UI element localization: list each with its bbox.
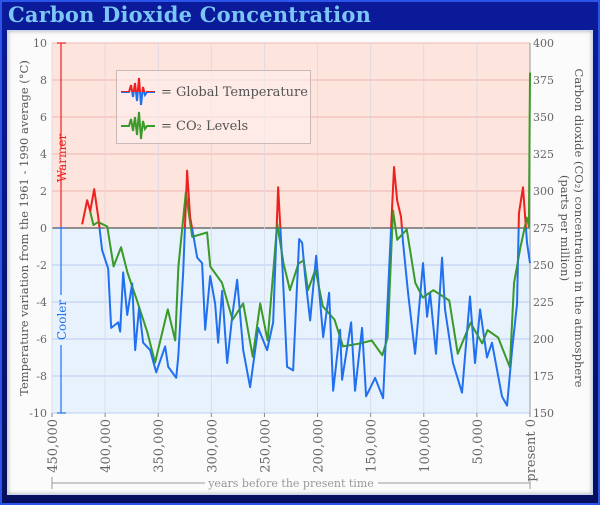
- y-tick-label: -8: [36, 370, 47, 383]
- cooler-label: Cooler: [55, 300, 69, 341]
- legend-item-co2: = CO₂ Levels: [121, 111, 248, 141]
- chart-title: Carbon Dioxide Concentration: [8, 2, 372, 27]
- y2-tick-label: 300: [533, 185, 554, 198]
- x-tick-label: 400,000: [99, 419, 114, 473]
- y2-axis-title-line1: Carbon dioxide (CO₂) concentration in th…: [572, 69, 586, 388]
- y2-tick-label: 250: [533, 259, 554, 272]
- y2-tick-label: 200: [533, 333, 554, 346]
- x-tick-label: 350,000: [152, 419, 167, 473]
- y2-tick-label: 400: [533, 37, 554, 50]
- y-tick-label: -6: [36, 333, 47, 346]
- x-tick-label: 250,000: [258, 419, 273, 473]
- y2-tick-label: 375: [533, 74, 554, 87]
- y2-tick-label: 350: [533, 111, 554, 124]
- cool-region: [52, 228, 530, 413]
- y2-tick-label: 275: [533, 222, 554, 235]
- x-tick-label: 150,000: [365, 419, 380, 473]
- temperature-wave-icon: [121, 77, 155, 106]
- legend-item-temperature: = Global Temperature: [121, 77, 308, 107]
- co2-series-line-overlay: [89, 72, 531, 368]
- temperature-series-line-cool: [98, 228, 531, 407]
- y-tick-label: 10: [33, 37, 47, 50]
- legend-label-co2: = CO₂ Levels: [161, 118, 249, 134]
- y2-tick-label: 150: [533, 407, 554, 420]
- y-tick-label: 8: [40, 74, 47, 87]
- y-tick-label: 2: [40, 185, 47, 198]
- y-tick-label: 6: [40, 111, 47, 124]
- x-tick-label: 100,000: [418, 419, 433, 473]
- y-tick-label: 0: [40, 222, 47, 235]
- x-tick-label: 50,000: [471, 419, 486, 465]
- co2-wave-icon: [121, 111, 155, 140]
- y-tick-label: -10: [29, 407, 47, 420]
- legend: = Global Temperature = CO₂ Levels: [116, 70, 311, 144]
- y2-tick-label: 225: [533, 296, 554, 309]
- x-tick-label: 450,000: [46, 419, 61, 473]
- legend-label-temperature: = Global Temperature: [161, 84, 308, 100]
- x-tick-label: 200,000: [312, 419, 327, 473]
- y-tick-label: -2: [36, 259, 47, 272]
- x-tick-label: present 0: [524, 419, 539, 482]
- y2-tick-label: 175: [533, 370, 554, 383]
- y-axis-title: Temperature variation from the 1961 - 19…: [17, 60, 31, 396]
- x-axis-title: years before the present time: [207, 477, 374, 490]
- y2-tick-label: 325: [533, 148, 554, 161]
- y-tick-label: -4: [36, 296, 47, 309]
- warmer-label: Warmer: [55, 134, 69, 183]
- x-tick-label: 300,000: [205, 419, 220, 473]
- y2-axis-title-line2: (parts per million): [558, 175, 572, 281]
- y-tick-label: 4: [40, 148, 47, 161]
